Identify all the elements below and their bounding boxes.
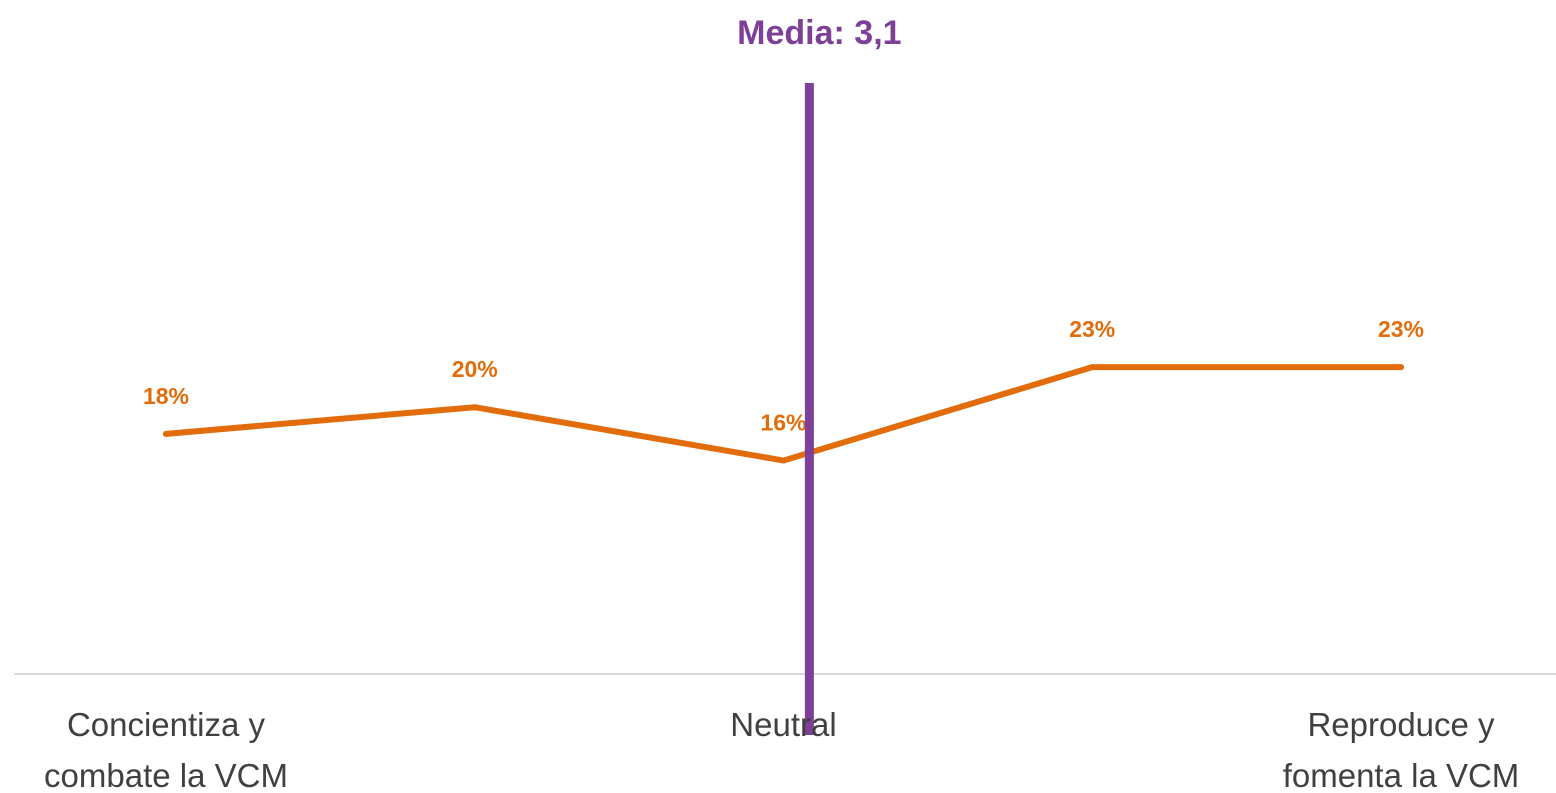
data-label: 18%	[143, 383, 189, 409]
mean-label: Media: 3,1	[737, 14, 901, 52]
data-labels: 18% 20% 16% 23% 23%	[143, 316, 1424, 464]
data-label: 23%	[1378, 316, 1424, 342]
data-point	[780, 457, 787, 464]
data-label: 23%	[1069, 316, 1115, 342]
category-label: Reproduce y fomenta la VCM	[1283, 706, 1520, 793]
category-label-line: combate la VCM	[44, 757, 288, 793]
category-labels: Concientiza y combate la VCM Neutral Reprod…	[44, 706, 1519, 793]
category-label-line: Concientiza y	[67, 706, 266, 743]
data-label: 20%	[452, 356, 498, 382]
category-label: Neutral	[730, 706, 836, 743]
data-point	[163, 430, 169, 437]
category-label-line: Neutral	[730, 706, 836, 743]
data-point	[1398, 364, 1404, 371]
data-label: 16%	[760, 410, 806, 436]
category-label: Concientiza y combate la VCM	[44, 706, 288, 793]
category-label-line: fomenta la VCM	[1283, 757, 1520, 793]
category-label-line: Reproduce y	[1307, 706, 1495, 743]
data-point	[471, 404, 478, 411]
data-point	[1089, 364, 1096, 371]
